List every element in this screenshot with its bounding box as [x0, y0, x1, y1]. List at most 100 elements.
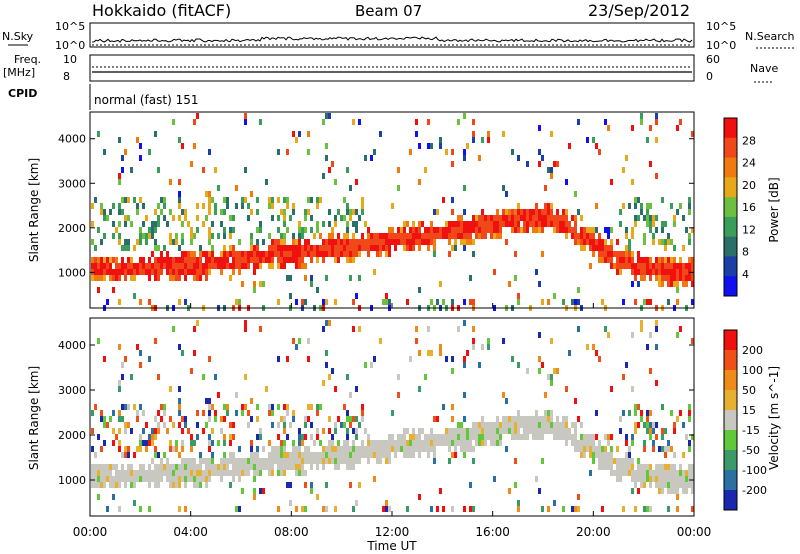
- power-cell: [193, 143, 196, 149]
- power-cell: [622, 257, 625, 263]
- velocity-cell: [340, 446, 343, 452]
- power-cell: [232, 269, 235, 275]
- velocity-cell: [649, 428, 652, 434]
- velocity-cell: [187, 470, 190, 476]
- power-cell: [388, 299, 391, 305]
- power-cell: [121, 245, 124, 251]
- velocity-cell: [571, 422, 574, 428]
- colorbar-swatch: [724, 330, 737, 351]
- power-cell: [691, 275, 694, 281]
- power-cell: [451, 161, 454, 167]
- velocity-cell: [418, 350, 421, 356]
- power-cell: [397, 167, 400, 173]
- power-cell: [556, 215, 559, 221]
- velocity-cell: [538, 488, 541, 494]
- power-cell: [235, 257, 238, 263]
- power-cell: [94, 245, 97, 251]
- power-cell: [607, 245, 610, 251]
- power-cell: [331, 233, 334, 239]
- power-cell: [532, 221, 535, 227]
- power-cell: [196, 269, 199, 275]
- power-cell: [196, 203, 199, 209]
- velocity-cell: [367, 446, 370, 452]
- velocity-cell: [274, 458, 277, 464]
- power-cell: [121, 167, 124, 173]
- power-cell: [157, 245, 160, 251]
- velocity-cell: [400, 446, 403, 452]
- velocity-cell: [418, 440, 421, 446]
- velocity-cell: [307, 404, 310, 410]
- velocity-cell: [406, 452, 409, 458]
- power-cell: [409, 227, 412, 233]
- velocity-cell: [658, 488, 661, 494]
- power-cell: [556, 221, 559, 227]
- power-cell: [523, 215, 526, 221]
- velocity-cell: [130, 374, 133, 380]
- power-cell: [115, 269, 118, 275]
- power-cell: [172, 215, 175, 221]
- velocity-cell: [592, 458, 595, 464]
- power-cell: [658, 257, 661, 263]
- velocity-cell: [286, 458, 289, 464]
- velocity-cell: [271, 470, 274, 476]
- velocity-cell: [310, 482, 313, 488]
- velocity-cell: [679, 464, 682, 470]
- power-cell: [301, 245, 304, 251]
- power-cell: [208, 251, 211, 257]
- power-cell: [157, 269, 160, 275]
- velocity-cell: [103, 440, 106, 446]
- power-cell: [451, 221, 454, 227]
- velocity-cell: [115, 482, 118, 488]
- velocity-cell: [652, 440, 655, 446]
- velocity-cell: [637, 488, 640, 494]
- power-cell: [289, 275, 292, 281]
- velocity-cell: [670, 410, 673, 416]
- velocity-cell: [151, 428, 154, 434]
- power-cell: [133, 269, 136, 275]
- velocity-cell: [451, 404, 454, 410]
- power-cell: [106, 263, 109, 269]
- velocity-cell: [454, 446, 457, 452]
- velocity-cell: [145, 470, 148, 476]
- power-cell: [508, 209, 511, 215]
- power-cell: [232, 227, 235, 233]
- power-cell: [148, 263, 151, 269]
- power-cell: [457, 221, 460, 227]
- velocity-cell: [226, 404, 229, 410]
- velocity-cell: [220, 476, 223, 482]
- power-cell: [598, 239, 601, 245]
- power-cell: [184, 215, 187, 221]
- velocity-cell: [364, 446, 367, 452]
- velocity-cell: [646, 464, 649, 470]
- power-cell: [193, 269, 196, 275]
- power-cell: [340, 239, 343, 245]
- velocity-cell: [130, 476, 133, 482]
- power-cell: [310, 281, 313, 287]
- power-cell: [376, 245, 379, 251]
- power-cell: [160, 269, 163, 275]
- power-cell: [316, 221, 319, 227]
- power-cell: [508, 281, 511, 287]
- velocity-cell: [418, 386, 421, 392]
- power-cell: [478, 227, 481, 233]
- power-cell: [118, 203, 121, 209]
- velocity-cell: [628, 464, 631, 470]
- velocity-cell: [667, 464, 670, 470]
- velocity-cell: [196, 470, 199, 476]
- velocity-cell: [199, 470, 202, 476]
- velocity-cell: [304, 470, 307, 476]
- velocity-cell: [253, 458, 256, 464]
- power-cell: [103, 275, 106, 281]
- power-cell: [220, 269, 223, 275]
- colorbar-swatch: [724, 216, 737, 238]
- colorbar-tick-label: 50: [742, 384, 756, 397]
- power-cell: [355, 227, 358, 233]
- velocity-cell: [415, 326, 418, 332]
- velocity-cell: [652, 422, 655, 428]
- velocity-cell: [202, 476, 205, 482]
- velocity-cell: [196, 464, 199, 470]
- velocity-cell: [469, 440, 472, 446]
- velocity-cell: [454, 428, 457, 434]
- power-cell: [178, 257, 181, 263]
- power-cell: [535, 269, 538, 275]
